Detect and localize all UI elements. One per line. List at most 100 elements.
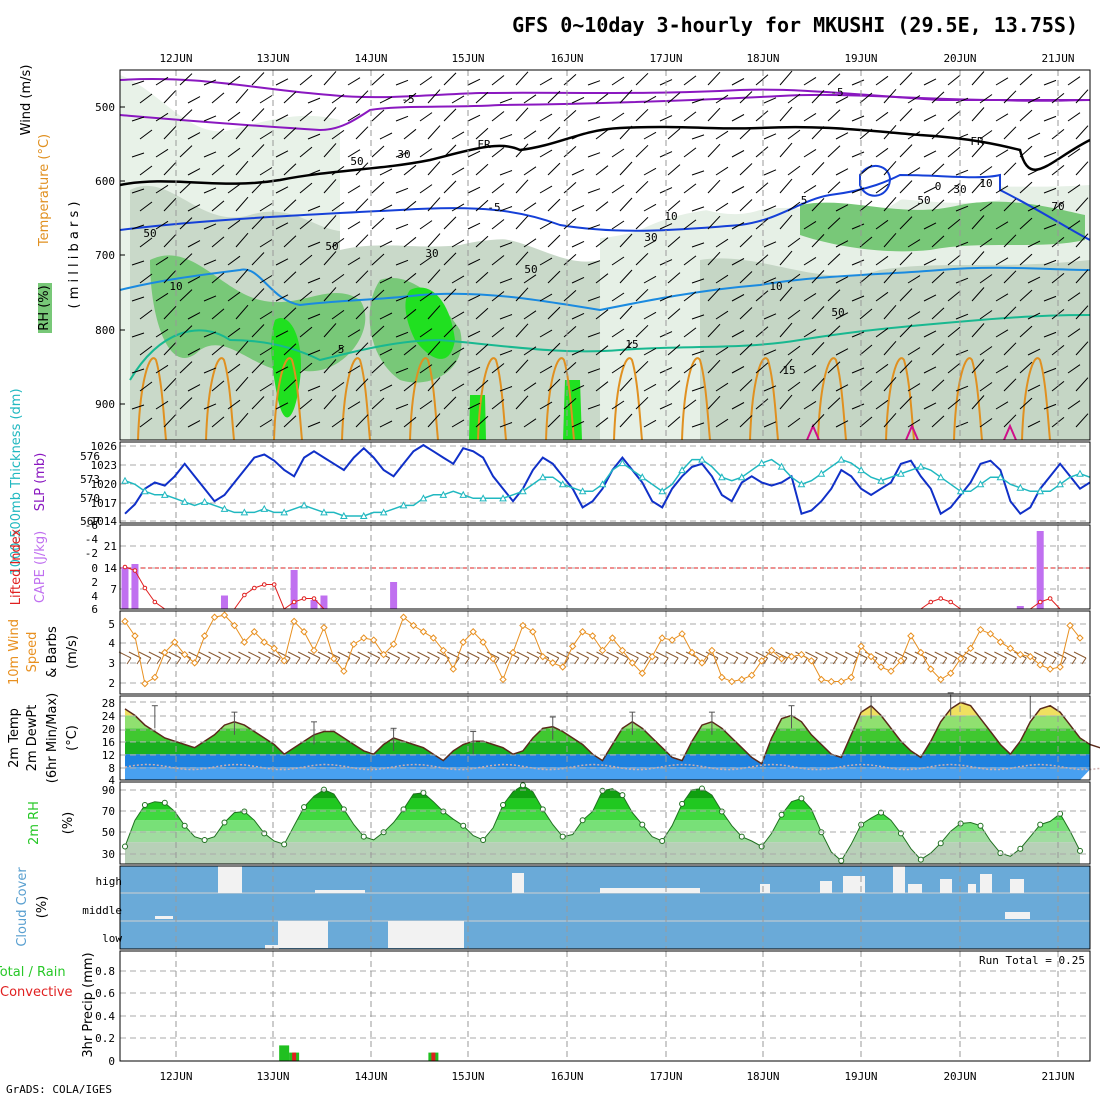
wind-barb — [547, 306, 561, 320]
wind-barb — [355, 414, 369, 428]
li-point — [1047, 596, 1053, 601]
wind-barb — [139, 381, 153, 392]
wind-barb — [1027, 132, 1041, 140]
wind-barb — [955, 133, 969, 140]
wind-barb — [635, 216, 649, 230]
wind-speed-point — [1076, 634, 1084, 642]
wind-barb — [931, 235, 945, 248]
wind-barb — [1043, 295, 1057, 302]
wind-speed-point — [489, 655, 497, 663]
wind-barb — [187, 276, 201, 284]
wind-barb — [1067, 364, 1081, 374]
temp-contour-20 — [205, 357, 235, 441]
wind-barb — [187, 132, 201, 140]
wind-speed-point — [141, 679, 149, 688]
wind-barb — [883, 340, 897, 356]
wind-barb — [899, 252, 913, 266]
wind-barb — [275, 258, 289, 266]
wind-barb — [755, 110, 769, 122]
wind-barb — [211, 416, 225, 428]
surface-barb-flag — [912, 657, 918, 665]
cape-bar — [390, 582, 398, 609]
wind-barb — [523, 274, 537, 284]
wind-barb — [427, 305, 441, 320]
wind-barb — [499, 98, 513, 104]
wind-barb — [827, 145, 841, 158]
contour-label: -5 — [487, 201, 500, 214]
wind-barb — [595, 165, 609, 176]
wind-barb — [835, 420, 849, 428]
contour-label: 30 — [953, 183, 966, 196]
surface-barb-flag — [882, 657, 888, 665]
wind-barb — [371, 289, 385, 302]
cape-tick: 14 — [104, 562, 118, 575]
contour-label: 15 — [782, 364, 795, 377]
cloud-fill — [155, 916, 173, 919]
surface-barb — [974, 651, 987, 659]
thickness-frame — [119, 441, 1091, 524]
wind-barb — [283, 163, 297, 176]
surface-barb — [854, 651, 868, 659]
surface-barb-flag — [793, 657, 798, 665]
wind-speed-point — [996, 638, 1005, 646]
wind-barb — [571, 168, 585, 176]
rh-point — [997, 850, 1004, 857]
thickness-point — [638, 473, 647, 481]
wind-barb — [283, 415, 297, 428]
wind-barb — [883, 268, 897, 284]
surface-barb — [287, 651, 301, 659]
rh-point — [1077, 847, 1083, 854]
surface-barb-flag — [534, 657, 540, 665]
wind-barb — [851, 259, 865, 266]
wind-barb — [731, 114, 745, 122]
rh-panel: 90 70 50 30 — [102, 781, 1091, 865]
slp-tick: 1020 — [91, 478, 118, 491]
wind-barb — [779, 70, 793, 86]
wind-speed-point — [628, 659, 637, 667]
rh-bands — [125, 785, 1080, 864]
wind-barb — [595, 417, 609, 428]
wind-barb — [715, 238, 729, 248]
temp-contour-20 — [1021, 357, 1051, 441]
wind-barb — [739, 199, 753, 212]
wind-barb — [395, 367, 409, 374]
wind-barb — [707, 107, 721, 122]
rh-band — [125, 809, 1080, 821]
wind-barb — [1075, 341, 1089, 356]
wind-barb — [1019, 289, 1033, 302]
wind-barb — [763, 205, 777, 212]
surface-barb — [307, 651, 321, 659]
wind-barb — [475, 379, 489, 392]
wind-barb — [211, 344, 225, 356]
wind-speed-point — [419, 628, 428, 636]
wind-barb — [883, 304, 897, 320]
temp-contour-20 — [545, 357, 575, 441]
wind-barb — [307, 349, 321, 356]
wind-barb — [947, 362, 961, 374]
wind-barb — [811, 234, 825, 248]
wind-barb — [907, 311, 921, 320]
wind-barb — [787, 237, 801, 248]
wind-barb — [403, 236, 417, 248]
temp-contour-20 — [477, 357, 507, 441]
wind-barb — [787, 417, 801, 428]
wind-barb — [683, 291, 697, 302]
wind-barb — [779, 286, 793, 302]
cape-tick: 7 — [110, 583, 117, 596]
surface-barb — [1073, 651, 1087, 659]
surface-barb-flag — [663, 657, 669, 665]
label-lifted-index: Lifted Index — [9, 528, 24, 605]
wind-barb — [763, 385, 777, 392]
wind-barb — [659, 223, 673, 230]
thickness-point — [180, 497, 189, 505]
wind-barb — [739, 91, 753, 104]
rh-point — [957, 820, 964, 827]
surface-barb-flag — [146, 657, 152, 665]
wind-barb — [515, 215, 529, 230]
wind-barb — [979, 202, 993, 212]
wind-barb — [251, 108, 265, 122]
wind-barb — [419, 148, 433, 158]
wind-barb — [731, 78, 745, 86]
surface-barb-flag — [962, 657, 968, 665]
wind-barb — [299, 146, 313, 158]
